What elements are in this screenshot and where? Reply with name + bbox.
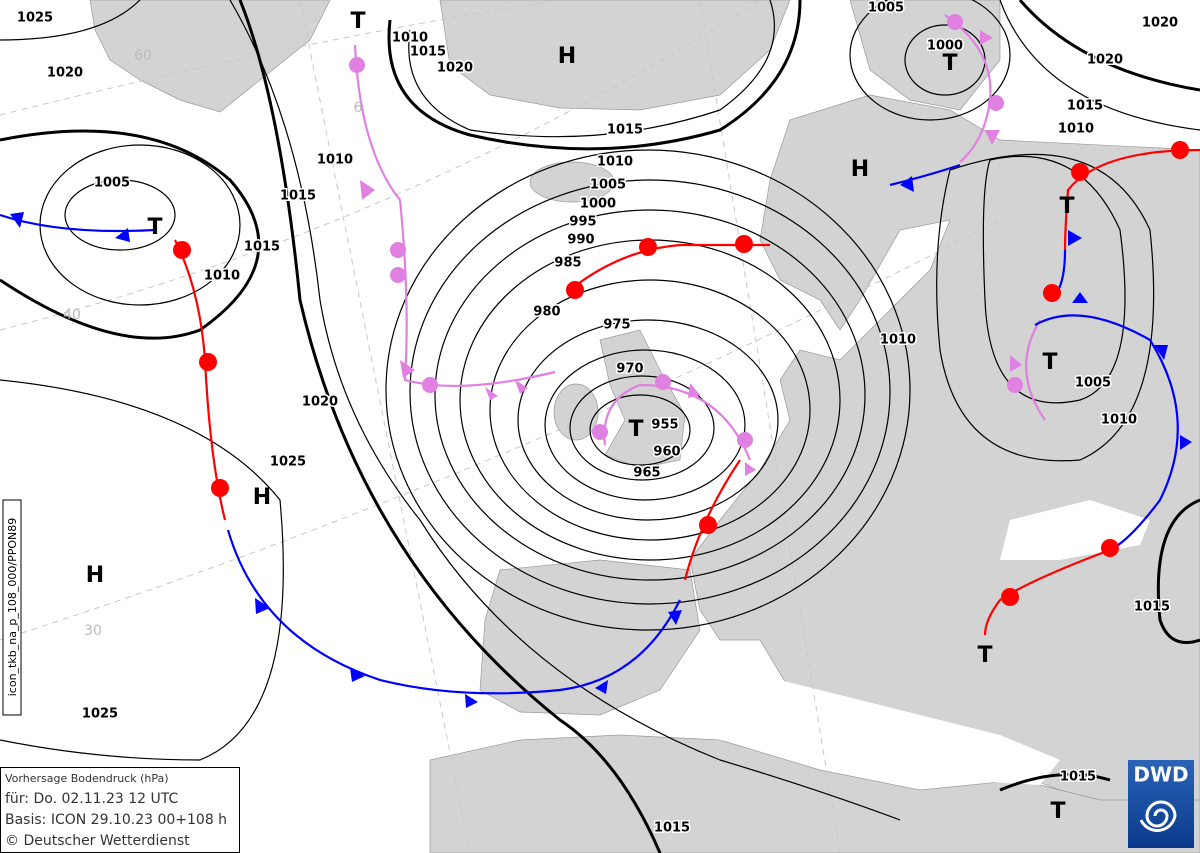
latitude-label: 30 — [84, 623, 102, 639]
isobar-label: 1015 — [654, 821, 690, 836]
latitude-label: 6 — [354, 100, 363, 116]
pressure-center: T — [1059, 194, 1074, 219]
isobar-label: 1015 — [1060, 770, 1096, 785]
isobar-label: 985 — [554, 256, 581, 271]
pressure-center: T — [628, 417, 643, 442]
isobar-label: 965 — [633, 466, 660, 481]
info-valid: für: Do. 02.11.23 12 UTC — [5, 791, 179, 807]
pressure-center: T — [147, 215, 162, 240]
pressure-center: T — [977, 643, 992, 668]
info-title: Vorhersage Bodendruck (hPa) — [5, 772, 169, 785]
info-copyright: © Deutscher Wetterdienst — [5, 833, 190, 849]
isobar-label: 1020 — [1142, 16, 1178, 31]
isobar-label: 1015 — [607, 123, 643, 138]
isobar-label: 1025 — [17, 11, 53, 26]
isobar-label: 1020 — [437, 61, 473, 76]
pressure-center: T — [942, 51, 957, 76]
pressure-center: H — [253, 485, 271, 510]
fronts — [0, 14, 1200, 708]
pressure-center: H — [851, 157, 869, 182]
pressure-center: H — [86, 563, 104, 588]
isobar-label: 960 — [653, 445, 680, 460]
isobar-label: 1015 — [244, 240, 280, 255]
isobar-label: 1010 — [1058, 122, 1094, 137]
isobar-label: 1015 — [1134, 600, 1170, 615]
latitude-label: 40 — [63, 307, 81, 323]
dwd-logo: DWD — [1128, 760, 1194, 848]
isobar-label: 1000 — [927, 39, 963, 54]
isobar-label: 1020 — [1087, 53, 1123, 68]
pressure-center: H — [558, 44, 576, 69]
isobar-label: 1010 — [204, 269, 240, 284]
isobar-label: 1010 — [597, 155, 633, 170]
land — [89, 0, 1200, 853]
isobar-label: 1005 — [590, 178, 626, 193]
isobar-label: 1005 — [94, 176, 130, 191]
pressure-center: T — [1042, 350, 1057, 375]
isobar-label: 1020 — [47, 66, 83, 81]
product-code-box: icon_tkb_na_p_108_000/PPON89 — [2, 499, 22, 716]
isobar-label: 995 — [569, 215, 596, 230]
isobar-label: 980 — [533, 305, 560, 320]
isobar-label: 1015 — [1067, 99, 1103, 114]
isobar-label: 1010 — [317, 153, 353, 168]
isobar-label: 1005 — [1075, 376, 1111, 391]
isobar-label: 1000 — [580, 197, 616, 212]
pressure-center: T — [1050, 799, 1065, 824]
isobar-label: 1010 — [1101, 413, 1137, 428]
logo-text: DWD — [1133, 763, 1188, 787]
isobar-label: 1005 — [868, 1, 904, 16]
isobar-label: 1010 — [392, 31, 428, 46]
latitude-label: 60 — [134, 48, 152, 64]
isobar-label: 1015 — [410, 45, 446, 60]
isobar-label: 1010 — [880, 333, 916, 348]
isobar-label: 1020 — [302, 395, 338, 410]
isobar-label: 975 — [603, 318, 630, 333]
pressure-center: T — [350, 9, 365, 34]
isobar-label: 990 — [567, 233, 594, 248]
isobar-label: 955 — [651, 418, 678, 433]
info-basis: Basis: ICON 29.10.23 00+108 h — [5, 812, 227, 828]
product-code: icon_tkb_na_p_108_000/PPON89 — [6, 518, 19, 697]
info-box: Vorhersage Bodendruck (hPa) für: Do. 02.… — [0, 767, 240, 853]
isobar-label: 970 — [616, 362, 643, 377]
isobar-label: 1015 — [280, 189, 316, 204]
labels: 1025102010051015101010151010102010251025… — [15, 0, 1179, 837]
isobar-label: 1025 — [270, 455, 306, 470]
isobar-label: 1025 — [82, 707, 118, 722]
